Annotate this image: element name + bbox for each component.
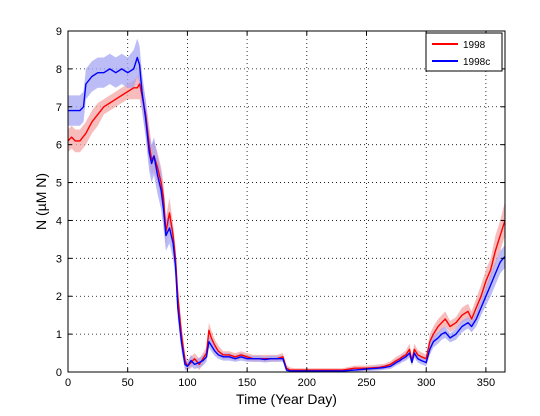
x-tick-label: 150: [238, 377, 256, 389]
series-line-1998c: [68, 56, 506, 372]
y-axis-ticks: 0 1 2 3 4 5 6 7 8 9: [56, 26, 505, 379]
y-axis-label: N (µM N): [33, 173, 49, 230]
x-tick-label: 50: [122, 377, 134, 389]
legend-label: 1998: [463, 40, 486, 51]
y-tick-label: 7: [56, 102, 62, 114]
y-tick-label: 3: [56, 253, 62, 265]
legend: 1998 1998c: [425, 32, 503, 72]
y-tick-label: 6: [56, 140, 62, 152]
y-tick-label: 8: [56, 64, 62, 76]
legend-label: 1998c: [463, 57, 490, 68]
x-tick-label: 100: [178, 377, 196, 389]
series-lines: [67, 56, 506, 372]
x-tick-label: 350: [477, 377, 495, 389]
y-tick-label: 4: [56, 215, 62, 227]
y-tick-label: 0: [56, 367, 62, 379]
plot-frame: [67, 30, 506, 373]
x-tick-label: 300: [417, 377, 435, 389]
legend-box: [425, 32, 503, 72]
x-tick-label: 200: [298, 377, 316, 389]
y-tick-label: 9: [56, 26, 62, 38]
x-axis-ticks: 0 50 100 150 200 250 300 350: [65, 31, 495, 389]
x-tick-label: 0: [65, 377, 71, 389]
y-tick-label: 2: [56, 291, 62, 303]
y-tick-label: 5: [56, 178, 62, 190]
x-axis-label: Time (Year Day): [236, 391, 337, 407]
x-tick-label: 250: [357, 377, 375, 389]
y-tick-label: 1: [56, 329, 62, 341]
